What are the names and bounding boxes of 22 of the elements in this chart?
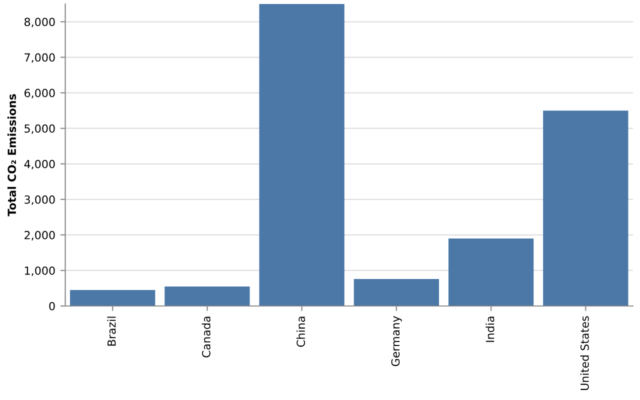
bar (164, 286, 250, 306)
bar (354, 279, 440, 306)
y-tick-label: 8,000 (24, 18, 55, 28)
y-tick-label: 3,000 (24, 195, 55, 205)
y-tick-label: 7,000 (24, 53, 55, 63)
y-tick-label: 6,000 (24, 88, 55, 98)
bar (543, 110, 628, 306)
y-tick-label: 5,000 (24, 124, 55, 134)
y-tick-label: 4,000 (24, 160, 55, 170)
x-tick-label: China (296, 316, 306, 347)
x-tick-label: United States (580, 316, 589, 390)
y-tick-label: 1,000 (24, 266, 55, 276)
bar (448, 238, 534, 306)
x-tick-label: Germany (391, 316, 402, 366)
bar (259, 4, 344, 306)
y-tick-label: 0 (49, 302, 55, 310)
bar (70, 290, 156, 306)
x-tick-label: Canada (202, 316, 210, 358)
y-axis-title: Total CO₂ Emissions (7, 94, 16, 216)
x-tick-label: Brazil (107, 316, 116, 346)
x-tick-label: India (486, 316, 494, 342)
y-tick-label: 2,000 (24, 230, 55, 240)
